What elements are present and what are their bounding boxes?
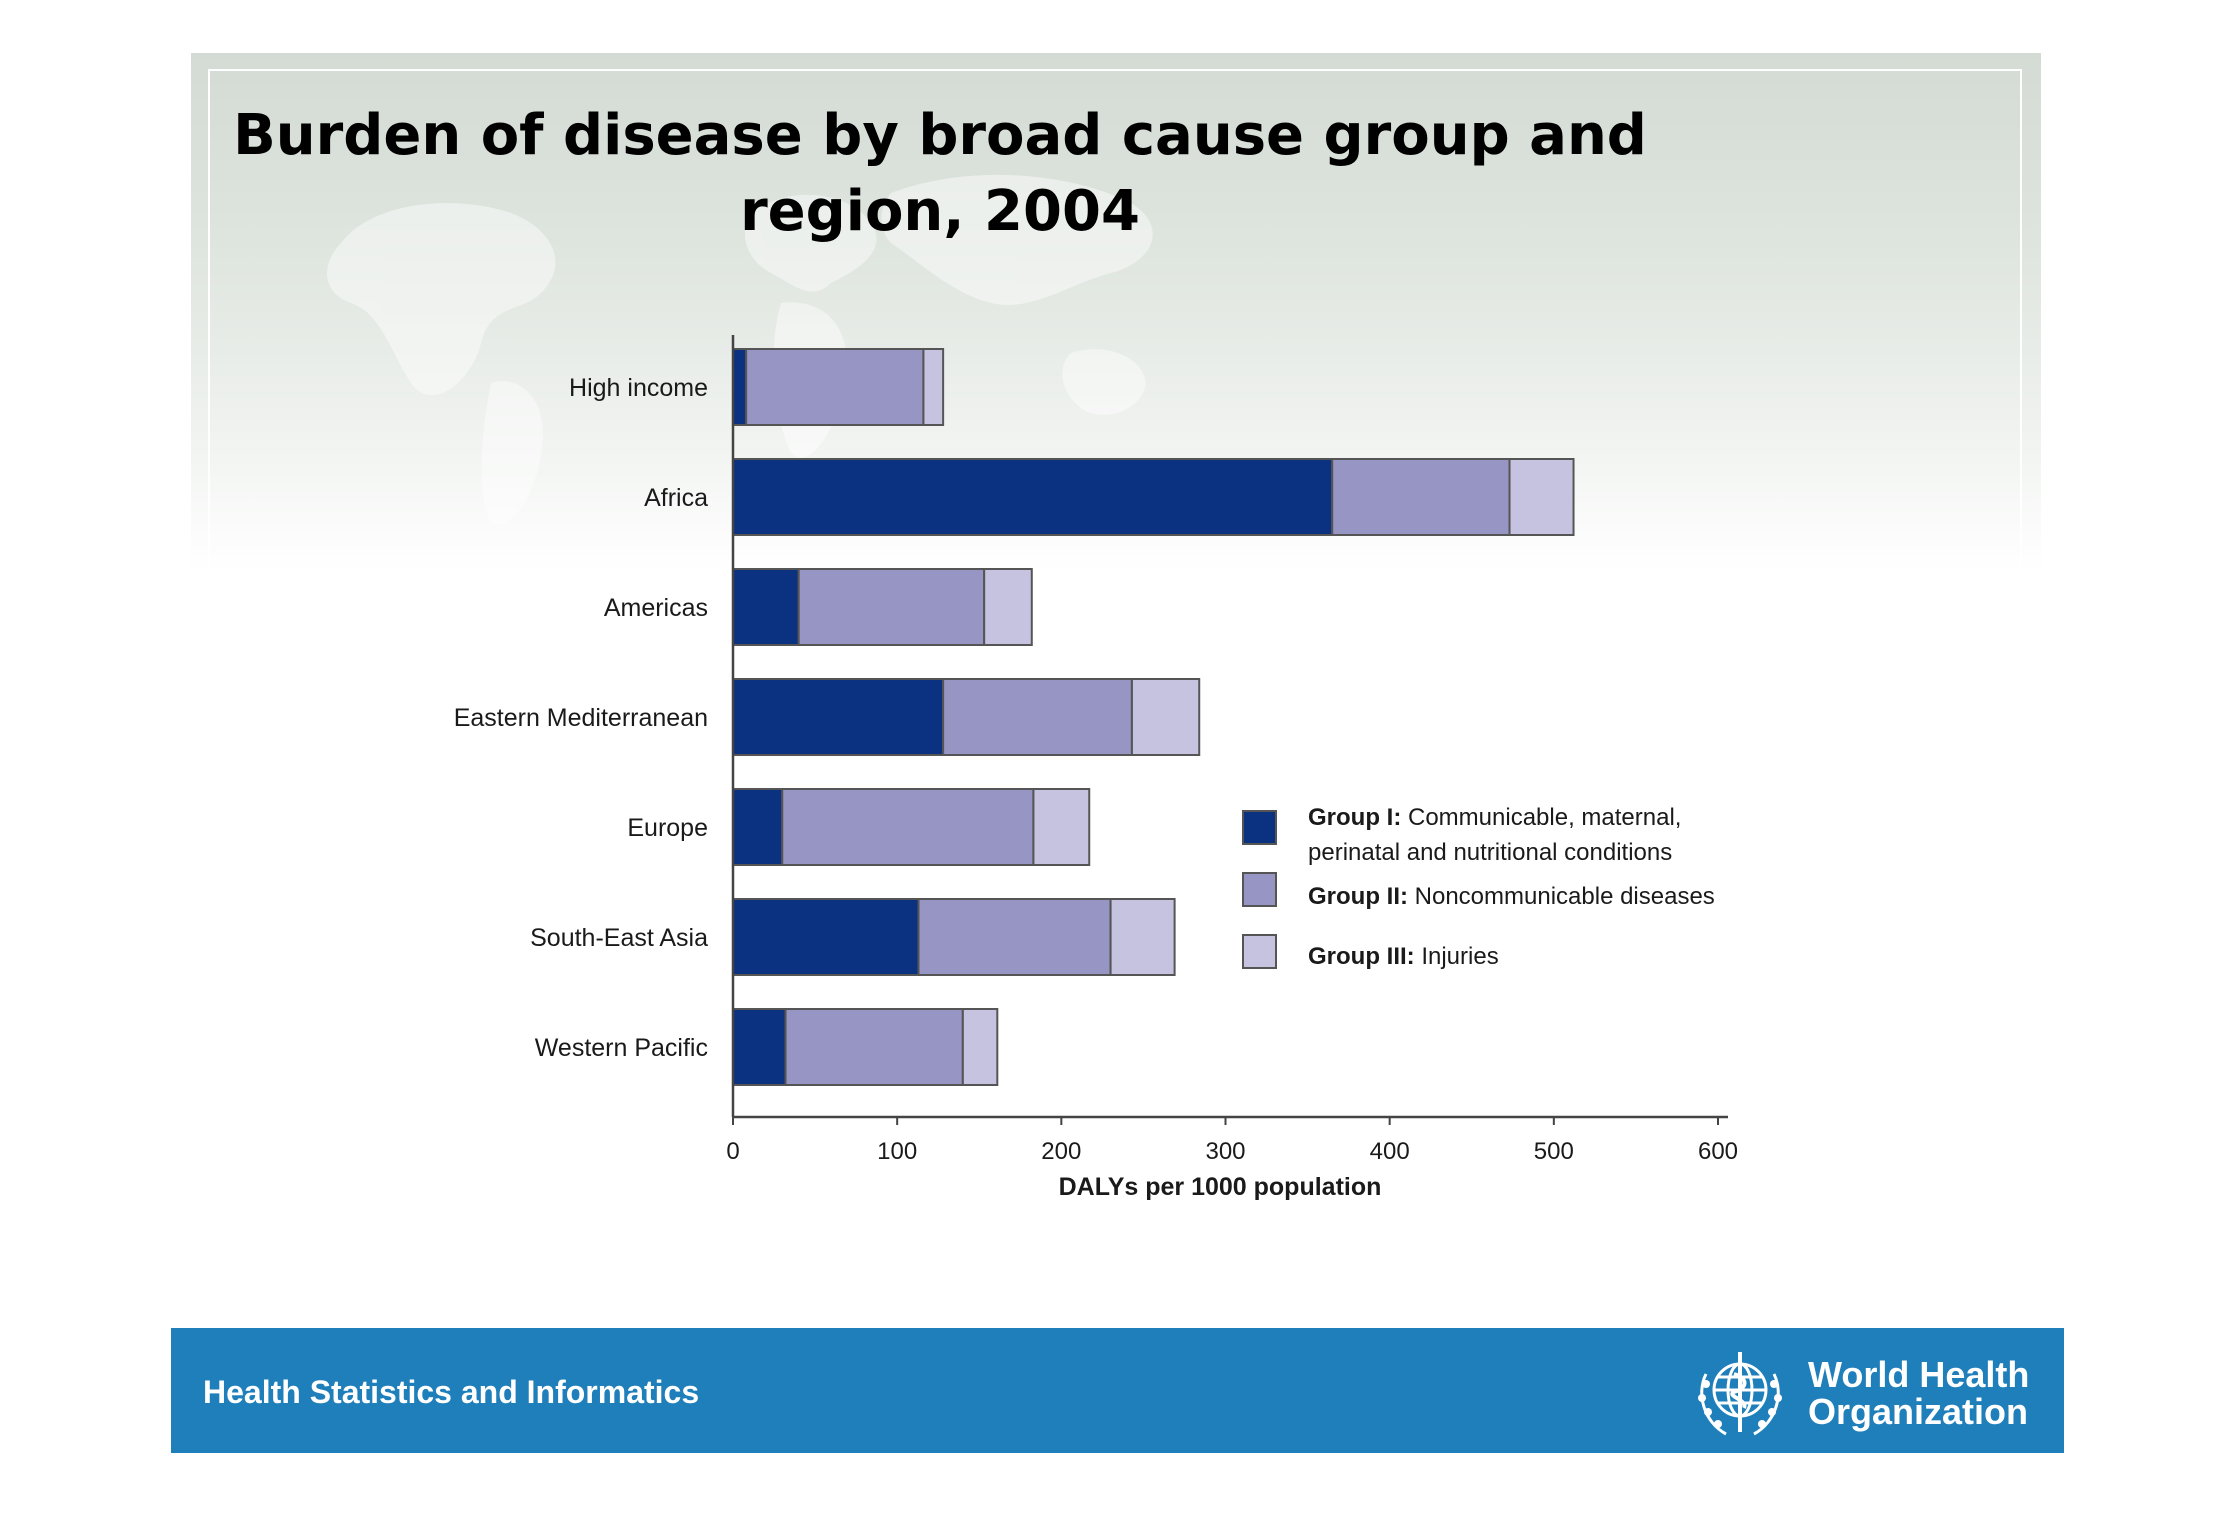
x-tick-label: 100 (877, 1138, 917, 1165)
bar-1-2 (732, 568, 800, 646)
legend-label-2: Group II: Noncommunicable diseases (1308, 883, 1715, 910)
x-tick-label: 0 (726, 1138, 739, 1165)
bar-3-5 (1109, 898, 1176, 976)
category-label: High income (569, 374, 708, 402)
slide-frame (208, 69, 2022, 1295)
legend-label-3: Group III: Injuries (1308, 943, 1499, 970)
organization-name-line-2: Organization (1808, 1391, 2029, 1432)
x-tick-label: 300 (1205, 1138, 1245, 1165)
x-axis: 0 100 200 300 400 500 600 (726, 335, 1738, 1165)
who-emblem-icon (1698, 1352, 1782, 1436)
bar-3-0 (922, 348, 945, 426)
bar-1-3 (732, 678, 945, 756)
organization-name-line-1: World Health (1808, 1354, 2030, 1395)
bar-3-1 (1508, 458, 1575, 536)
bar-2-3 (942, 678, 1133, 756)
bar-1-5 (732, 898, 920, 976)
bar-3-6 (961, 1008, 999, 1086)
x-tick-label: 500 (1534, 1138, 1574, 1165)
bar-2-1 (1331, 458, 1511, 536)
bar-2-0 (745, 348, 925, 426)
category-label: Europe (627, 814, 708, 842)
category-labels: High income Africa Americas Eastern Mediter… (454, 374, 708, 1062)
bar-2-5 (917, 898, 1112, 976)
x-axis-label: DALYs per 1000 population (1059, 1173, 1382, 1201)
legend-label-1: perinatal and nutritional conditions (1308, 839, 1672, 866)
category-label: South-East Asia (530, 924, 708, 952)
category-label: Eastern Mediterranean (454, 704, 708, 732)
bar-2-4 (781, 788, 1035, 866)
x-tick-label: 200 (1041, 1138, 1081, 1165)
slide-background (191, 53, 2041, 1323)
legend-swatch-2 (1242, 872, 1277, 907)
bar-1-4 (732, 788, 784, 866)
bar-2-2 (797, 568, 986, 646)
legend-label-1: Group I: Communicable, maternal, (1308, 804, 1681, 831)
x-tick-label: 600 (1698, 1138, 1738, 1165)
bar-group (732, 348, 1575, 1086)
footer-text: Health Statistics and Informatics (203, 1374, 700, 1410)
bar-3-3 (1130, 678, 1201, 756)
bar-1-6 (732, 1008, 787, 1086)
chart-title-line-2: region, 2004 (740, 179, 1140, 244)
chart-title: Burden of disease by broad cause group a… (190, 98, 1690, 250)
organization-name: World Health Organization (1808, 1356, 2029, 1430)
bar-1-0 (732, 348, 748, 426)
legend: Group I: Communicable, maternal, perinata… (1242, 804, 1715, 970)
category-label: Western Pacific (535, 1034, 708, 1062)
category-label: Americas (604, 594, 708, 622)
legend-swatch-1 (1242, 810, 1277, 845)
bar-3-2 (983, 568, 1033, 646)
chart-title-line-1: Burden of disease by broad cause group a… (233, 103, 1647, 168)
bar-1-1 (732, 458, 1334, 536)
stacked-bar-chart: High income Africa Americas Eastern Mediter… (454, 335, 1738, 1201)
bar-3-4 (1032, 788, 1091, 866)
legend-swatch-3 (1242, 934, 1277, 969)
x-tick-label: 400 (1370, 1138, 1410, 1165)
footer-bar: Health Statistics and Informatics World … (171, 1328, 2064, 1453)
category-label: Africa (644, 484, 708, 512)
bar-2-6 (784, 1008, 964, 1086)
world-map-background (327, 174, 1153, 525)
